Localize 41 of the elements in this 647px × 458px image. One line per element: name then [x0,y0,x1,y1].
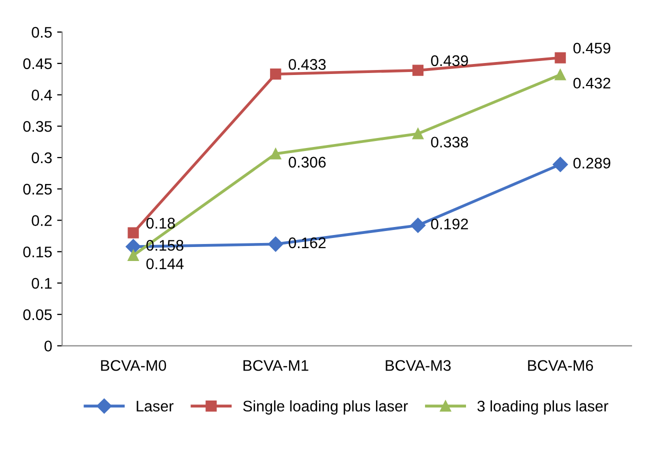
data-label: 0.306 [288,156,326,168]
point [128,250,139,261]
point [410,218,426,233]
point [412,64,424,76]
y-tick-label: 0.25 [23,184,52,195]
point [268,236,284,252]
data-label: 0.144 [146,258,184,270]
x-tick-label: BCVA-M0 [101,360,166,371]
y-tick-label: 0 [44,340,52,352]
legend-label: Laser [136,400,174,412]
y-tick-label: 0.1 [32,278,52,289]
x-tick-label: BCVA-M6 [528,360,594,371]
point [270,148,282,160]
point [270,68,282,80]
point [552,156,568,172]
point [554,52,566,64]
data-label: 0.158 [146,240,184,251]
x-tick-label: BCVA-M3 [386,360,451,371]
legend-label: Single loading plus laser [243,400,408,415]
y-tick-label: 0.4 [32,90,52,100]
y-tick-label: 0.45 [23,58,52,70]
y-tick-label: 0.15 [23,246,52,258]
data-label: 0.192 [431,218,468,230]
x-tick-label: BCVA-M1 [243,360,308,371]
point [554,69,566,80]
point [128,227,139,238]
data-label: 0.439 [431,55,468,66]
y-tick-label: 0.35 [23,121,52,132]
point [412,128,424,140]
legend-label: 3 loading plus laser [477,400,608,415]
y-tick-label: 0.2 [32,215,52,226]
data-label: 0.459 [573,42,610,54]
data-label: 0.432 [573,78,610,89]
y-tick-label: 0.3 [32,152,52,164]
y-tick-label: 0.05 [23,309,52,320]
data-label: 0.338 [431,136,468,148]
data-label: 0.289 [573,158,610,169]
data-label: 0.433 [288,59,326,70]
point [126,239,141,254]
y-tick-label: 0.5 [32,26,52,38]
data-label: 0.18 [146,218,175,229]
